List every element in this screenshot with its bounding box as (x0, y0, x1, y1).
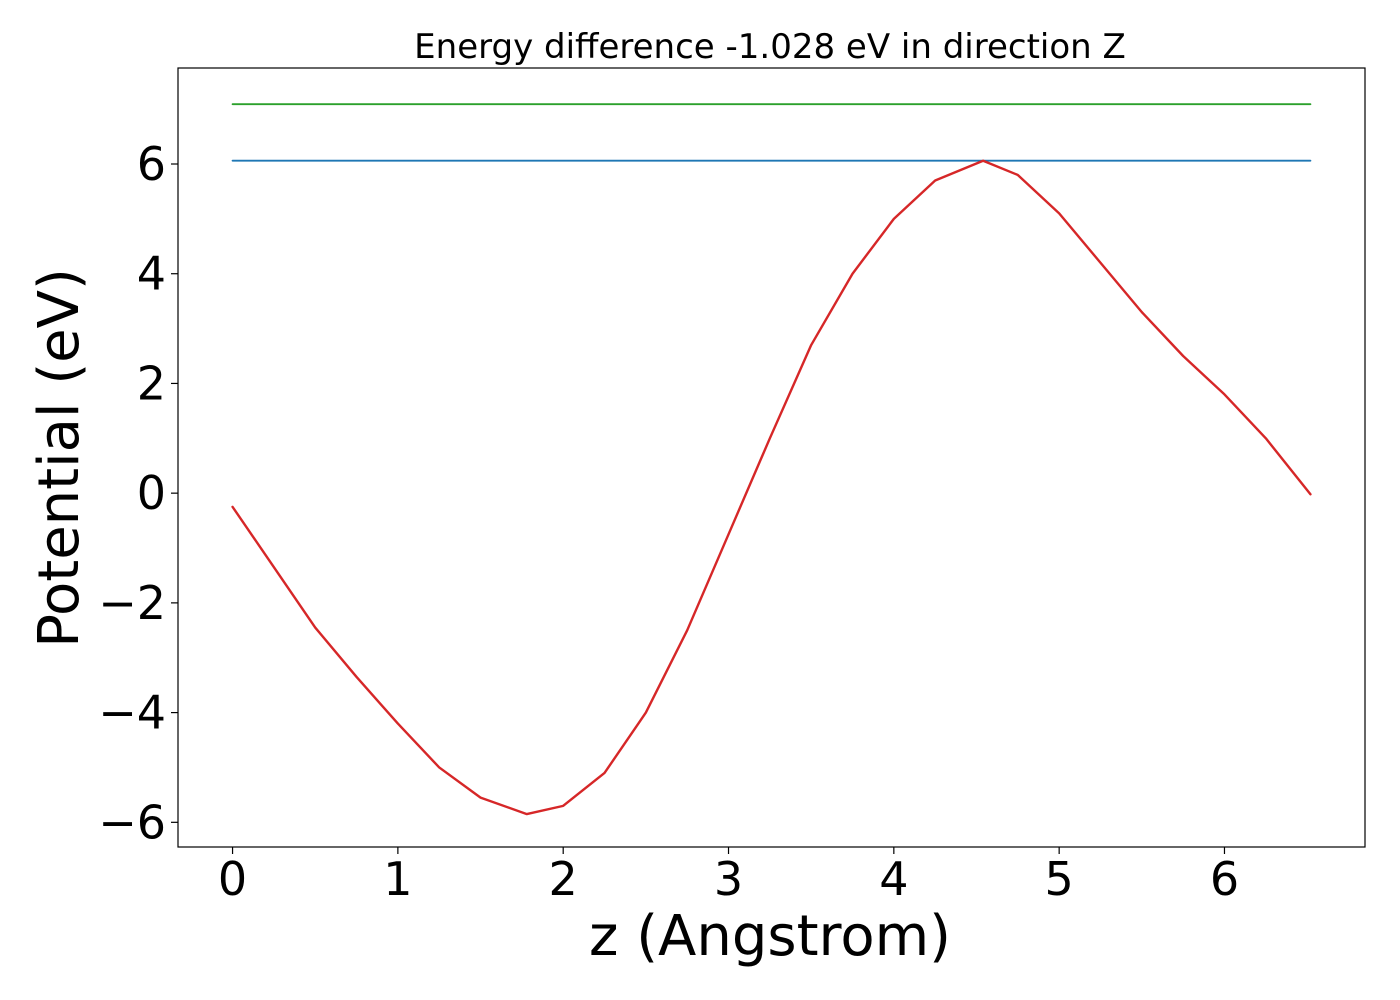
y-axis-label: Potential (eV) (27, 268, 92, 648)
y-tick-label: −2 (98, 576, 166, 630)
series-line-3 (231, 159, 1312, 816)
x-tick-label: 5 (1045, 852, 1074, 906)
series-layer (231, 103, 1312, 816)
y-tick-label: 0 (137, 466, 166, 520)
x-axis: 0 1 2 3 4 5 6 (218, 847, 1239, 906)
x-tick-label: 6 (1210, 852, 1239, 906)
y-axis: −6 −4 −2 0 2 4 6 (98, 137, 178, 849)
y-tick-label: 4 (137, 247, 166, 301)
plot-frame (177, 67, 1366, 848)
y-tick-label: 2 (137, 356, 166, 410)
x-tick-label: 0 (218, 852, 247, 906)
x-axis-label: z (Angstrom) (589, 904, 951, 969)
x-tick-label: 2 (549, 852, 578, 906)
x-tick-label: 1 (383, 852, 412, 906)
x-tick-label: 4 (879, 852, 908, 906)
y-tick-label: 6 (137, 137, 166, 191)
chart-title: Energy difference -1.028 eV in direction… (414, 27, 1126, 67)
y-tick-label: −6 (98, 795, 166, 849)
y-tick-label: −4 (98, 686, 166, 740)
x-tick-label: 3 (714, 852, 743, 906)
